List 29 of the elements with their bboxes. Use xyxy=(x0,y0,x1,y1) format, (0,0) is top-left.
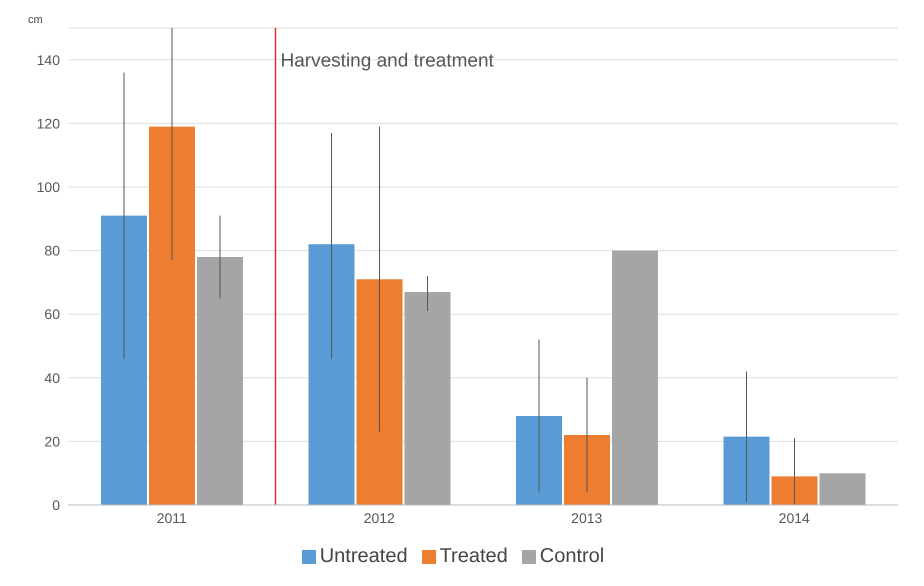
x-tick-label: 2014 xyxy=(778,510,810,526)
y-tick-label: 100 xyxy=(36,178,60,195)
y-tick-label: 0 xyxy=(52,496,60,513)
y-tick-label: 140 xyxy=(36,52,60,68)
x-tick-label: 2013 xyxy=(571,510,603,526)
bar xyxy=(149,126,195,505)
y-tick-label: 60 xyxy=(44,306,60,322)
y-axis-title: cm xyxy=(28,14,43,26)
y-tick-label: 80 xyxy=(44,242,60,259)
ref-line-label: Harvesting and treatment xyxy=(280,50,495,72)
bar xyxy=(197,256,243,505)
x-tick-label: 2011 xyxy=(156,510,188,526)
bar xyxy=(612,250,658,505)
bar xyxy=(724,436,770,505)
y-tick-label: 20 xyxy=(44,433,60,450)
bar xyxy=(564,435,610,505)
bar xyxy=(772,476,818,505)
bar xyxy=(404,292,450,505)
legend-label: Treated xyxy=(440,545,508,568)
bar xyxy=(356,279,402,505)
legend-label: Untreated xyxy=(320,545,408,568)
y-tick-label: 40 xyxy=(44,370,60,386)
bar xyxy=(516,416,562,505)
bar xyxy=(820,473,866,505)
legend-label: Control xyxy=(540,545,604,568)
bar xyxy=(101,216,147,505)
bar xyxy=(308,244,354,505)
y-tick-label: 120 xyxy=(36,115,60,132)
x-tick-label: 2012 xyxy=(364,510,396,526)
